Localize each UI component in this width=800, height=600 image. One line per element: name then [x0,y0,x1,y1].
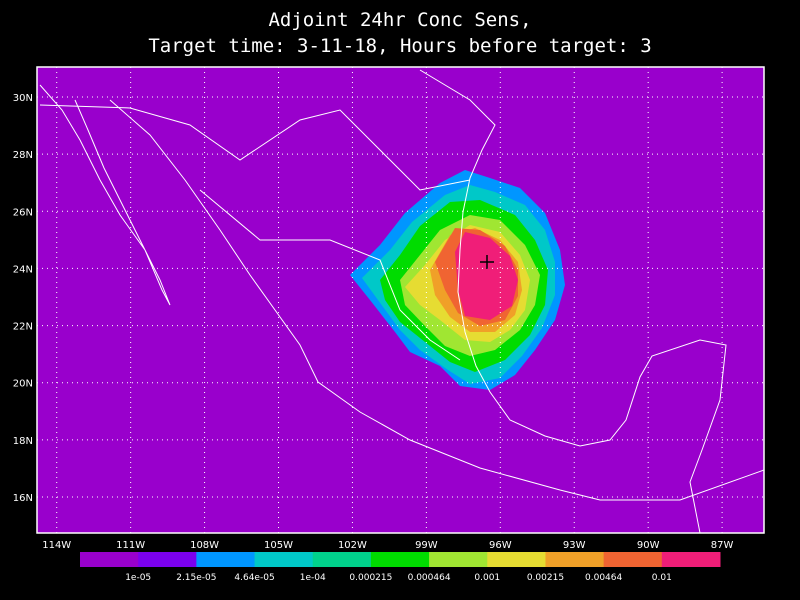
map-frame [36,66,765,534]
x-tick-label: 93W [563,540,586,551]
y-tick-label: 30N [13,93,33,104]
target-marker [480,255,494,269]
title: Adjoint 24hr Conc Sens, [268,9,531,31]
colorbar-label: 0.000215 [349,573,392,583]
colorbar-label: 0.000464 [408,573,451,583]
contour-level [455,232,518,320]
subtitle: Target time: 3-11-18, Hours before targe… [148,35,651,57]
pacific-coast [109,99,764,501]
coastlines [39,69,764,533]
colorbar-swatch [545,552,605,567]
colorbar-label: 0.00215 [527,573,564,583]
colorbar-label: 2.15e-05 [176,573,216,583]
y-tick-label: 22N [13,322,33,333]
colorbar-swatch [254,552,314,567]
gulf-coast [419,69,727,533]
colorbar-swatch [312,552,372,567]
y-tick-label: 20N [13,379,33,390]
grid [37,67,764,533]
y-tick-label: 24N [13,264,33,275]
x-tick-label: 114W [42,540,71,551]
x-tick-label: 102W [338,540,367,551]
x-tick-label: 105W [264,540,293,551]
y-tick-label: 26N [13,207,33,218]
x-tick-label: 111W [116,540,145,551]
colorbar-label: 0.001 [474,573,500,583]
colorbar-swatch [138,552,197,567]
colorbar: 1e-05 2.15e-05 4.64e-05 1e-04 0.000215 0.0004… [80,552,721,583]
colorbar-swatch [661,552,721,567]
colorbar-swatch [603,552,663,567]
baja [39,84,171,306]
colorbar-label: 1e-04 [300,573,326,583]
x-tick-label: 90W [637,540,660,551]
x-tick-label: 96W [489,540,512,551]
colorbar-label: 1e-05 [125,573,151,583]
y-tick-label: 28N [13,150,33,161]
colorbar-label: 4.64e-05 [234,573,274,583]
colorbar-swatch [487,552,546,567]
colorbar-label: 0.01 [652,573,672,583]
colorbar-label: 0.00464 [585,573,622,583]
colorbar-swatch [80,552,139,567]
y-tick-label: 16N [13,493,33,504]
x-tick-label: 87W [711,540,734,551]
y-tick-label: 18N [13,436,33,447]
colorbar-swatch [196,552,256,567]
colorbar-swatch [370,552,430,567]
states [199,189,461,361]
ticks: 114W 111W 108W 105W 102W 99W 96W 93W 90W 87W 16N 18… [13,93,734,551]
x-tick-label: 99W [415,540,438,551]
x-tick-label: 108W [190,540,219,551]
colorbar-swatch [429,552,488,567]
border [39,104,471,191]
plume [350,170,565,390]
